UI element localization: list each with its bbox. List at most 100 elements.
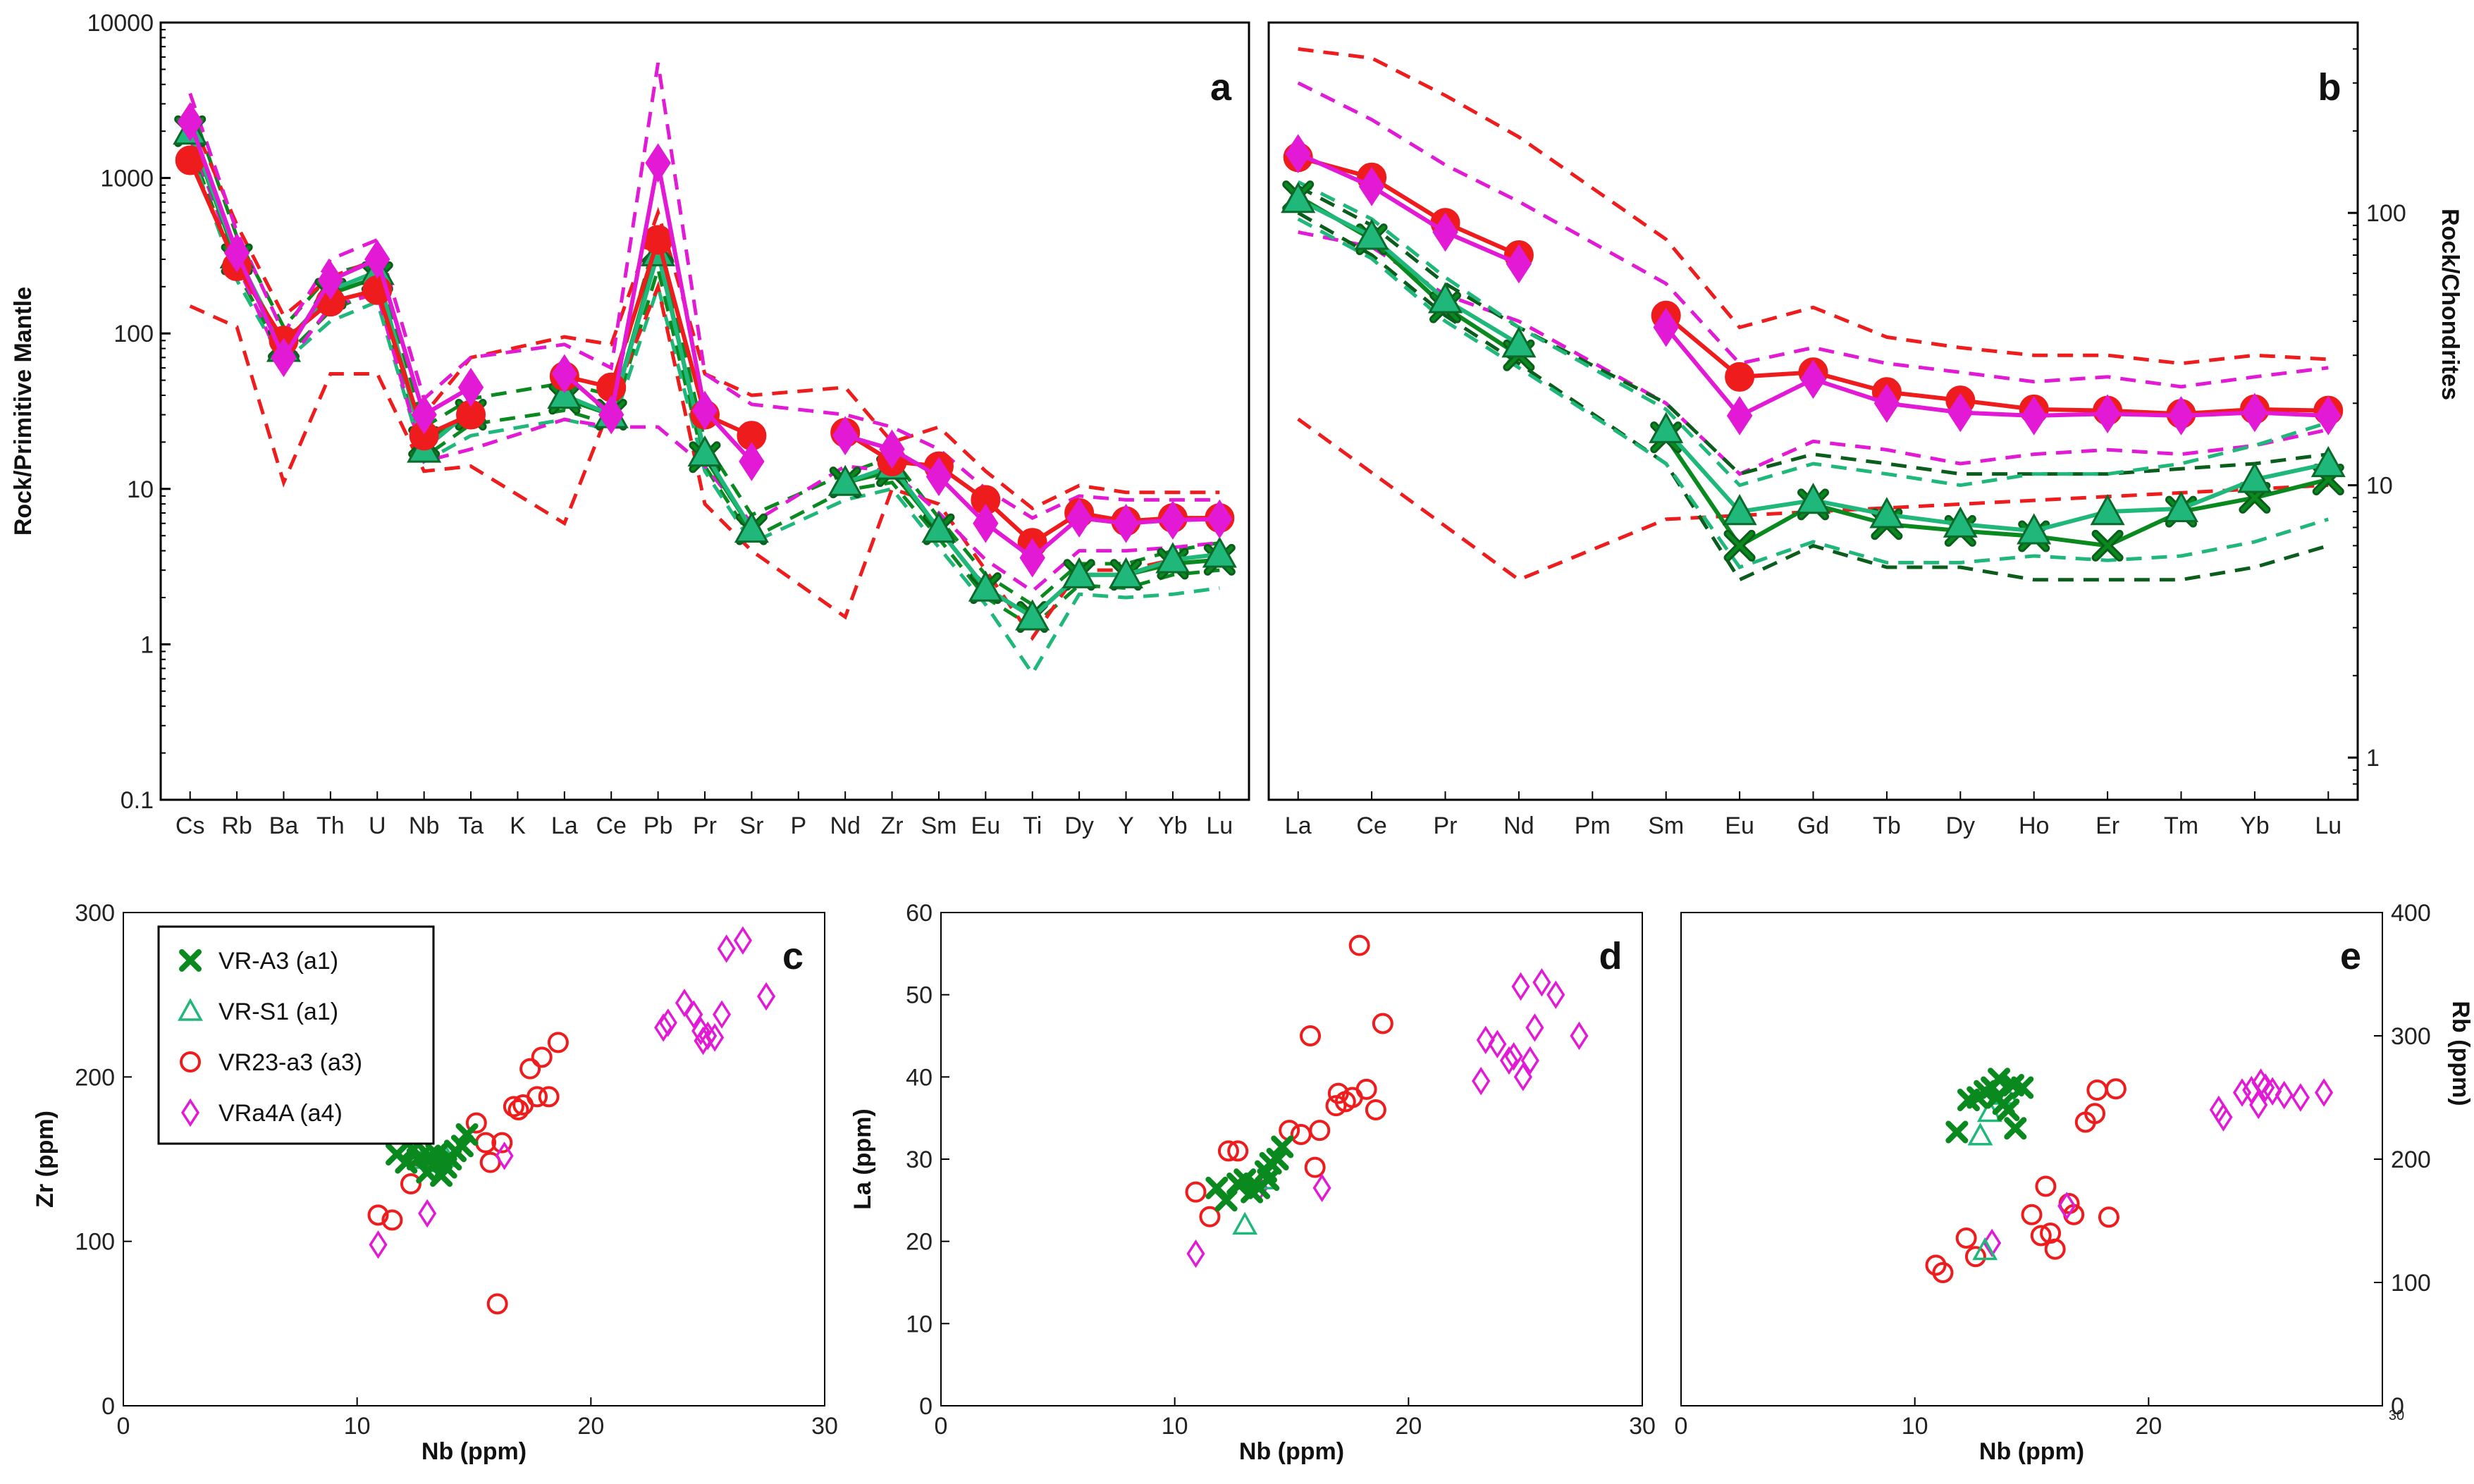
series-vra4a-a4-point [1488, 1029, 1507, 1058]
y-tick-label: 20 [906, 1229, 933, 1256]
series-vr23-a3-a3-mean-point [643, 225, 673, 255]
x-tick-label: 10 [344, 1413, 371, 1440]
series-vra4a-a4-max-line [188, 62, 1220, 520]
series-vr-a3-a1-point [418, 1144, 441, 1168]
x-tick-label-dy: Dy [1946, 812, 1976, 839]
series-vr23-a3-a3-point [1355, 1078, 1377, 1100]
series-vra4a-a4-point [684, 1000, 703, 1029]
x-tick-label: 30 [2389, 1408, 2404, 1423]
series-vra4a-a4-mean-point [1066, 498, 1093, 538]
series-vra4a-a4-point [2314, 1078, 2334, 1107]
x-tick-label-ho: Ho [2019, 812, 2049, 839]
panel-letter: e [2340, 935, 2361, 977]
panel-c-frame [123, 912, 825, 1406]
series-vr23-a3-a3-point [1372, 1013, 1393, 1034]
x-tick-label-th: Th [316, 812, 345, 839]
series-vra4a-a4-point [756, 982, 776, 1011]
series-vra4a-a4-point [2291, 1083, 2310, 1112]
series-vra4a-a4-mean-point [598, 395, 624, 435]
y-tick-label: 400 [2391, 900, 2431, 927]
x-tick-label-sm: Sm [921, 812, 956, 839]
series-vra4a-a4-point [654, 1013, 673, 1042]
x-tick-label-p: P [790, 812, 806, 839]
x-tick-label: 0 [935, 1413, 948, 1440]
series-vra4a-a4-mean-point [1800, 359, 1826, 400]
series-vra4a-a4-point [495, 1142, 514, 1170]
x-tick-label-u: U [369, 812, 386, 839]
legend-marker-circle [180, 1051, 201, 1072]
x-tick-label: 0 [1675, 1413, 1688, 1440]
x-tick-label-rb: Rb [221, 812, 252, 839]
x-tick-label-lu: Lu [1206, 812, 1233, 839]
y-tick-label: 40 [906, 1064, 933, 1091]
series-vr23-a3-a3-point [519, 1058, 541, 1080]
series-vr23-a3-a3-point [2035, 1175, 2057, 1197]
series-vra4a-a4-mean-point [411, 395, 437, 435]
series-vr-a3-a1-point [1945, 1120, 1969, 1144]
series-vra4a-a4-mean-point [1207, 499, 1233, 539]
y-tick-label: 10000 [87, 10, 154, 37]
series-vr-a3-a1-min-line [1297, 211, 2330, 582]
series-vra4a-a4-point [1186, 1239, 1205, 1268]
series-vra4a-a4-mean-point [2021, 396, 2047, 435]
x-axis-label: Nb (ppm) [1239, 1438, 1344, 1465]
series-vra4a-a4-mean-point [551, 354, 578, 394]
y-tick-label: 10 [2366, 473, 2393, 500]
series-vra4a-a4-mean-point [364, 240, 390, 279]
series-vr23-a3-a3-point [507, 1099, 529, 1120]
x-tick-label-tb: Tb [1873, 812, 1901, 839]
x-tick-label-nd: Nd [830, 812, 860, 839]
y-tick-label: 10 [906, 1311, 933, 1337]
y-axis-label: Rock/Primitive Mantle [10, 287, 37, 536]
panel-d: 0 10 20 30 0 10 20 30 40 50 60 Nb (ppm) La (ppm) d [849, 900, 1656, 1465]
series-vra4a-a4-point [712, 1000, 732, 1029]
series-vr-a3-a1-point [2011, 1076, 2034, 1099]
series-vra4a-a4-mean-point [1285, 134, 1311, 173]
x-tick-label-ce: Ce [1356, 812, 1386, 839]
series-vr23-a3-a3-point [1348, 934, 1370, 956]
series-vr-a3-a1-point [455, 1123, 479, 1146]
series-vra4a-a4-mean-point [177, 101, 203, 142]
series-vr23-a3-a3-point [1932, 1262, 1954, 1283]
y-tick-label: 200 [2391, 1146, 2431, 1173]
x-tick-label: 0 [117, 1413, 130, 1440]
series-vr23-a3-a3-point [465, 1112, 487, 1134]
series-vr23-a3-a3-point [400, 1173, 421, 1194]
series-vr-s1-a1-mean-point [547, 377, 582, 409]
series-vra4a-a4-point [2057, 1192, 2076, 1220]
series-vr23-a3-a3-point [1365, 1099, 1386, 1120]
series-vr23-a3-a3-point [527, 1086, 548, 1108]
y-tick-label: 1000 [100, 166, 154, 192]
series-vr-a3-a1-mean-point-inner [2093, 531, 2122, 559]
series-vr-s1-a1-mean-point [687, 435, 722, 467]
legend-marker-x [179, 949, 202, 972]
series-vr-s1-a1-point [1232, 1211, 1258, 1235]
series-vra4a-a4-point [698, 1021, 718, 1051]
series-vr-s1-a1-mean-point [968, 570, 1003, 602]
legend-label: VR23-a3 (a3) [219, 1049, 362, 1076]
x-tick-label-y: Y [1118, 812, 1134, 839]
y-tick-label: 10 [127, 476, 154, 503]
series-vra4a-a4-point [1570, 1021, 1589, 1051]
series-vr-s1-a1-mean-point [2090, 494, 2125, 526]
series-vr-a3-a1-point [1988, 1068, 2011, 1091]
series-vra4a-a4-mean-point [832, 416, 858, 456]
series-vra4a-a4-mean-point [1947, 392, 1974, 433]
y-tick-label: 100 [113, 321, 154, 347]
series-vr23-a3-a3-point [503, 1096, 524, 1118]
series-vr-s1-a1-mean-point [2163, 490, 2199, 523]
x-tick-label-lu: Lu [2315, 812, 2341, 839]
legend-label: VRa4A (a4) [219, 1100, 343, 1127]
series-vr23-a3-a3-mean-line [1297, 155, 2329, 416]
series-vr-a3-a1-mean-point-inner [1725, 531, 1754, 559]
series-vr-s1-a1-mean-point [2017, 513, 2052, 545]
y-axis-label: La (ppm) [849, 1108, 876, 1210]
series-vr23-a3-a3-point [491, 1132, 513, 1154]
x-tick-label: 10 [1162, 1413, 1188, 1440]
legend-marker-diamond [180, 1098, 200, 1127]
series-vra4a-a4-point [675, 989, 694, 1018]
series-vra4a-a4-point [1520, 1046, 1539, 1075]
series-vr23-a3-a3-point [1955, 1228, 1977, 1249]
series-vr23-a3-a3-max-line [1298, 47, 2329, 366]
